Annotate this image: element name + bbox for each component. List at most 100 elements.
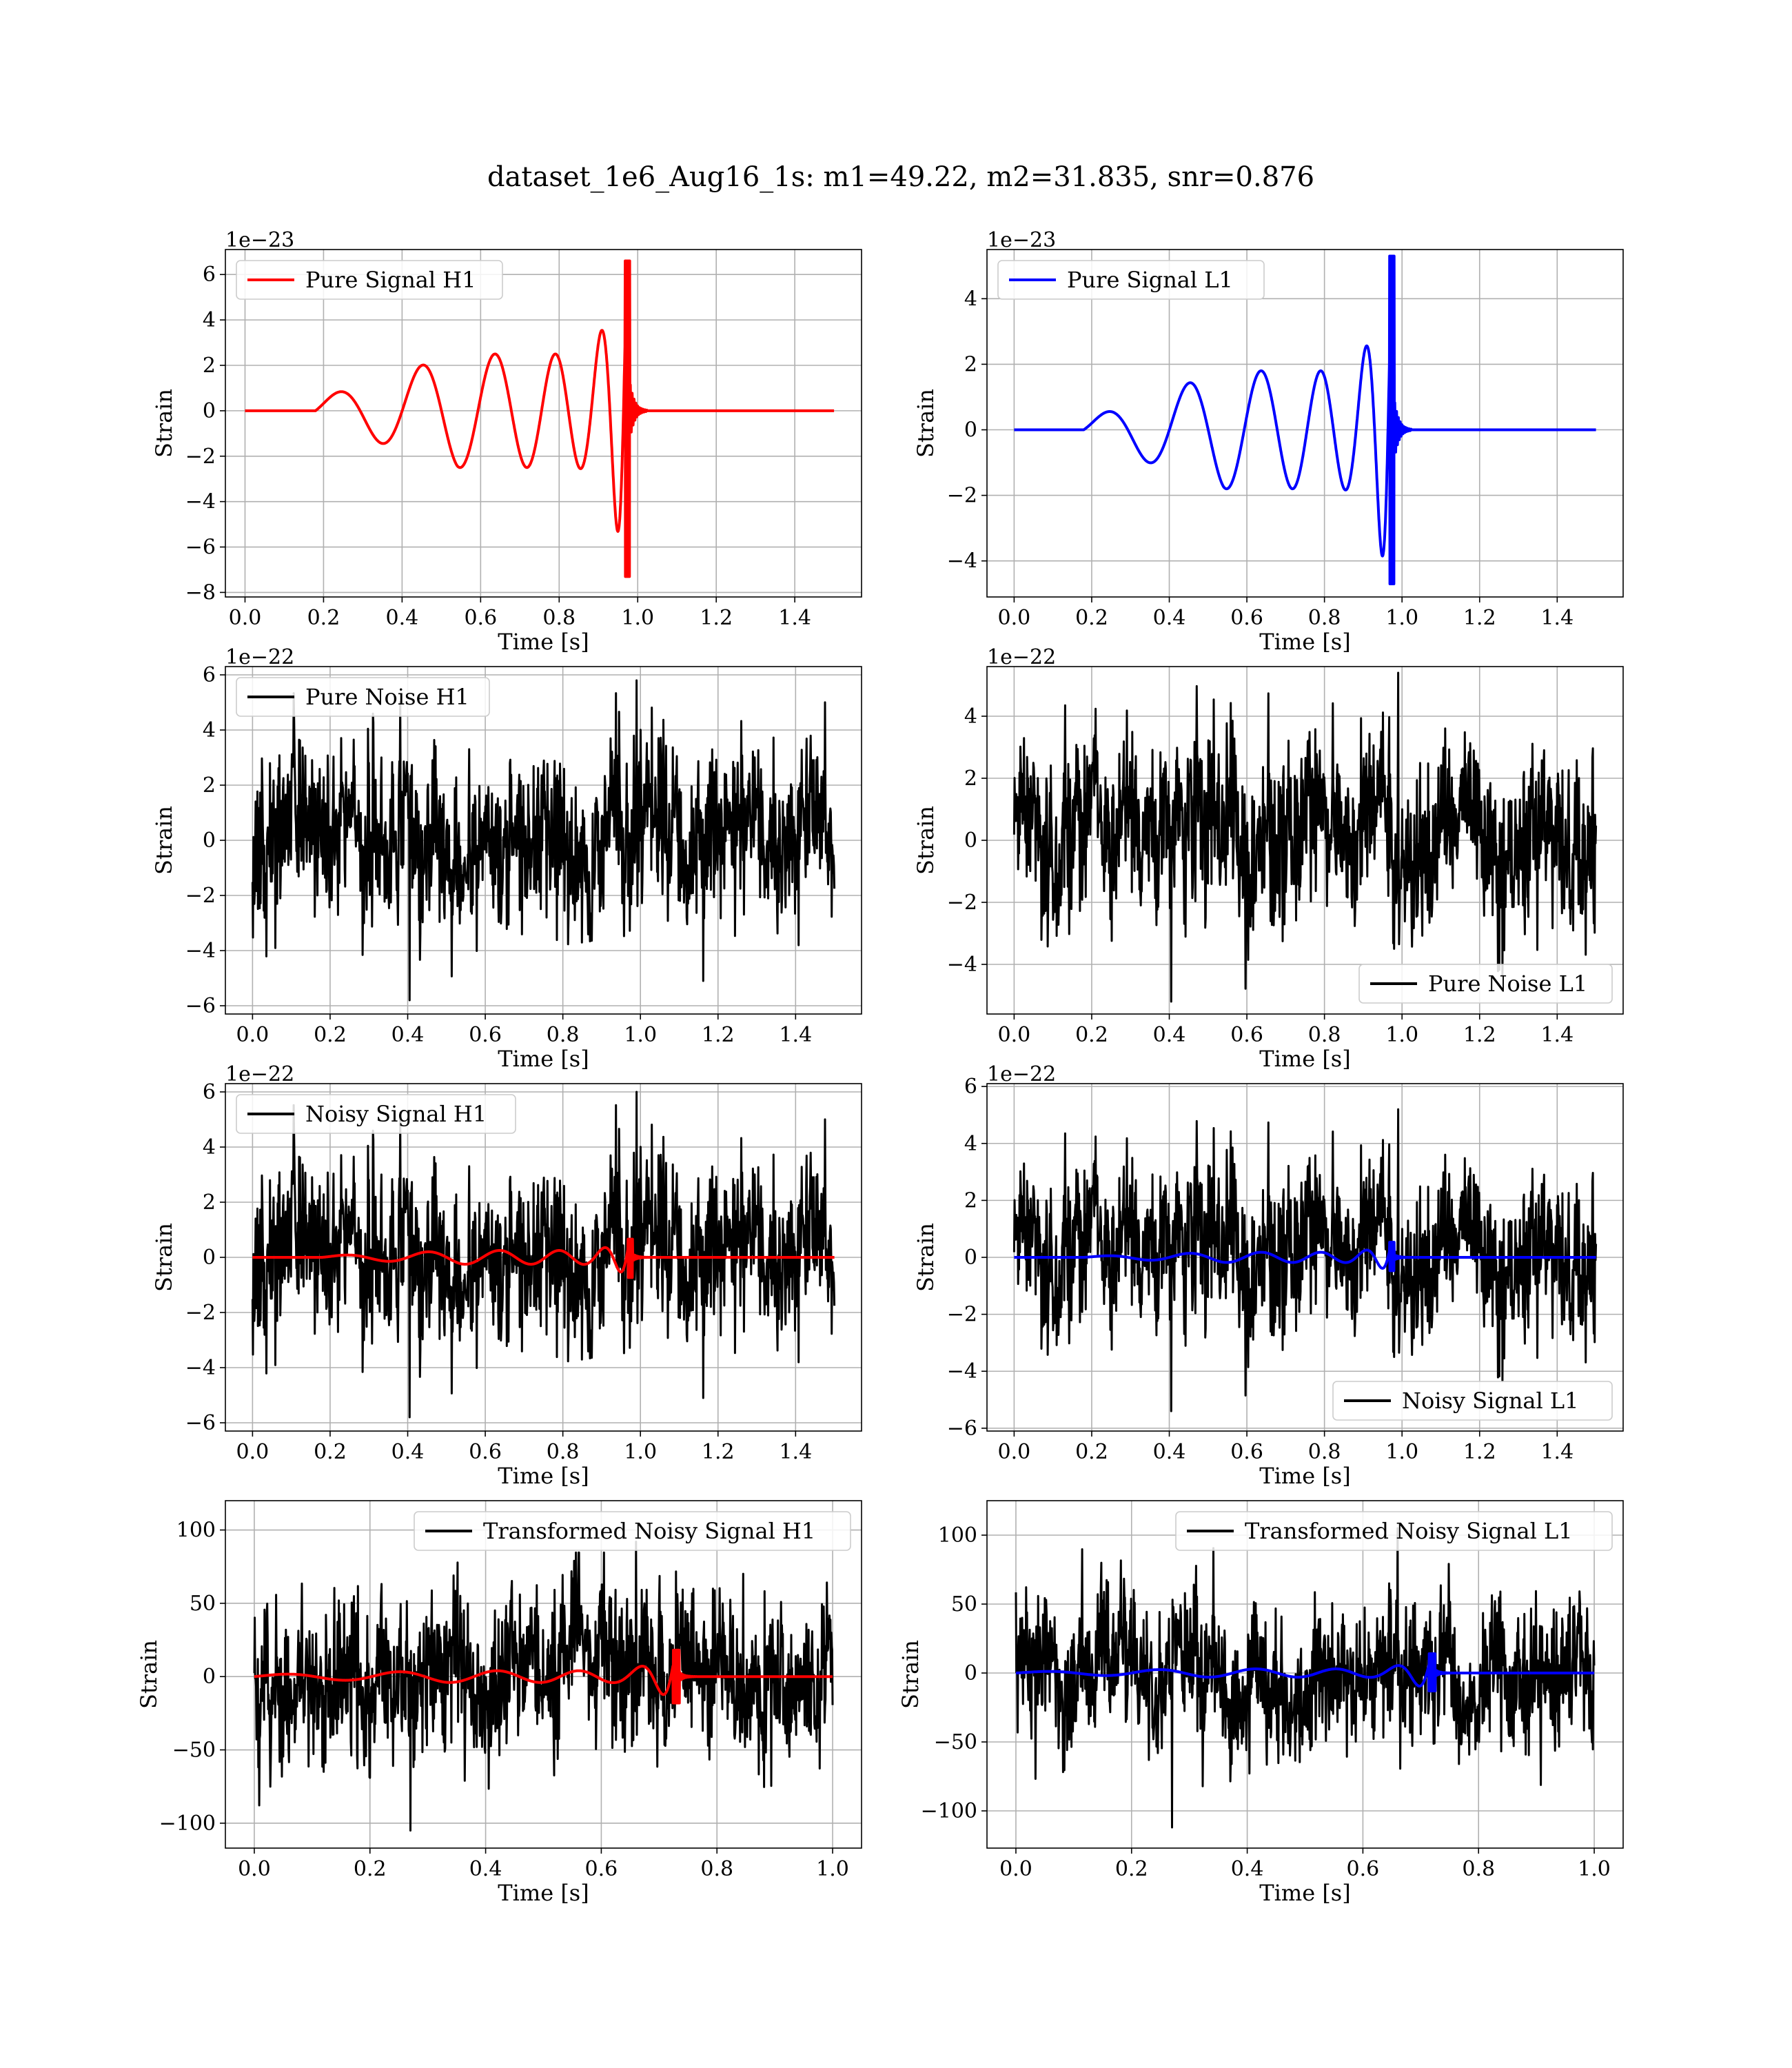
- y-tick-label: −2: [185, 445, 216, 469]
- legend-label: Transformed Noisy Signal L1: [1245, 1518, 1573, 1544]
- axes-frame: [225, 1500, 862, 1849]
- x-tick-label: 0.4: [386, 606, 419, 630]
- y-axis-label: Strain: [897, 1640, 924, 1709]
- pure-noise-h1-series-0-line: [251, 679, 836, 1002]
- legend-box: [236, 1094, 516, 1134]
- axes-frame: [986, 1500, 1624, 1849]
- transformed-noisy-signal-h1-series-0-line: [253, 1541, 834, 1832]
- x-tick-label: 0.8: [542, 606, 576, 630]
- y-tick-label: −6: [185, 536, 216, 560]
- noisy-signal-l1-series-1-line: [1012, 1241, 1598, 1273]
- y-tick-label: −2: [185, 1301, 216, 1325]
- y-axis-label: Strain: [151, 1223, 177, 1292]
- offset-text: 1e−22: [987, 1062, 1056, 1086]
- pure-noise-l1-panel: 0.0 0.2 0.4 0.6 0.8 1.0 1.2 1.4 −4 −2 0 2 4 Time [s] S…: [913, 645, 1624, 1072]
- x-tick-label: 0.0: [998, 1023, 1031, 1047]
- y-tick-label: 100: [938, 1523, 977, 1548]
- x-tick-label: 0.4: [469, 1857, 502, 1881]
- x-tick-label: 0.0: [236, 1440, 269, 1464]
- y-axis-label: Strain: [151, 389, 177, 458]
- y-tick-label: 6: [203, 1080, 216, 1104]
- x-axis-label: Time [s]: [498, 1046, 589, 1072]
- x-tick-label: 0.6: [585, 1857, 618, 1881]
- x-tick-label: 0.4: [1153, 606, 1186, 630]
- pure-signal-h1-panel: 0.0 0.2 0.4 0.6 0.8 1.0 1.2 1.4 −8 −6 −4 −2 0 2 4 6 Time…: [151, 228, 862, 655]
- y-tick-label: −2: [947, 484, 977, 508]
- legend-label: Pure Signal L1: [1067, 267, 1233, 293]
- y-tick-label: 4: [964, 287, 977, 311]
- y-tick-label: −4: [947, 953, 977, 977]
- y-tick-label: 2: [964, 1188, 977, 1213]
- x-tick-label: 0.2: [1075, 1023, 1108, 1047]
- legend-box: [236, 260, 503, 300]
- x-tick-label: 0.8: [1308, 1023, 1341, 1047]
- y-tick-label: −8: [185, 580, 216, 605]
- y-tick-label: 2: [203, 773, 216, 798]
- y-tick-label: 6: [203, 663, 216, 687]
- y-tick-label: 0: [203, 1665, 216, 1689]
- x-tick-label: 0.2: [314, 1023, 347, 1047]
- x-tick-label: 0.4: [1231, 1857, 1264, 1881]
- figure-title: dataset_1e6_Aug16_1s: m1=49.22, m2=31.83…: [487, 161, 1314, 193]
- y-tick-label: 2: [203, 354, 216, 378]
- noisy-signal-l1-series-0-line: [1012, 1108, 1598, 1412]
- x-tick-label: 0.4: [391, 1023, 425, 1047]
- x-axis-label: Time [s]: [1259, 629, 1350, 655]
- x-tick-label: 1.2: [1463, 1440, 1496, 1464]
- x-axis-label: Time [s]: [498, 629, 589, 655]
- x-tick-label: 1.0: [1385, 606, 1418, 630]
- x-tick-label: 0.4: [1153, 1023, 1186, 1047]
- noisy-signal-h1-series-1-line: [251, 1237, 836, 1279]
- legend-label: Noisy Signal L1: [1402, 1388, 1579, 1414]
- x-tick-label: 0.6: [469, 1440, 502, 1464]
- offset-text: 1e−22: [225, 645, 294, 669]
- y-tick-label: 0: [203, 1246, 216, 1270]
- offset-text: 1e−23: [987, 228, 1056, 252]
- x-axis-label: Time [s]: [1259, 1463, 1350, 1489]
- x-tick-label: 1.2: [702, 1023, 735, 1047]
- x-tick-label: 0.6: [1230, 1440, 1263, 1464]
- legend-label: Pure Signal H1: [305, 267, 476, 293]
- y-tick-label: −6: [947, 1417, 977, 1441]
- x-tick-label: 1.0: [1385, 1440, 1418, 1464]
- x-tick-label: 0.8: [1462, 1857, 1495, 1881]
- y-axis-label: Strain: [136, 1640, 162, 1709]
- y-tick-label: 4: [203, 308, 216, 332]
- legend-box: [236, 677, 490, 717]
- x-tick-label: 1.2: [1463, 1023, 1496, 1047]
- y-tick-label: −50: [934, 1730, 977, 1754]
- offset-text: 1e−22: [225, 1062, 294, 1086]
- x-tick-label: 0.8: [1308, 606, 1341, 630]
- x-tick-label: 0.2: [307, 606, 340, 630]
- x-axis-label: Time [s]: [498, 1880, 589, 1906]
- legend-box: [1358, 964, 1613, 1004]
- x-axis-label: Time [s]: [1259, 1880, 1350, 1906]
- legend-box: [997, 260, 1265, 300]
- y-tick-label: −50: [172, 1738, 216, 1763]
- legend-box: [1175, 1511, 1613, 1551]
- offset-text: 1e−23: [225, 228, 294, 252]
- axes-frame: [986, 249, 1624, 598]
- x-tick-label: 1.0: [1578, 1857, 1611, 1881]
- y-tick-label: 4: [964, 1132, 977, 1156]
- offset-text: 1e−22: [987, 645, 1056, 669]
- x-tick-label: 0.6: [469, 1023, 502, 1047]
- y-tick-label: 0: [203, 399, 216, 423]
- x-tick-label: 0.2: [1075, 1440, 1108, 1464]
- pure-noise-l1-series-0-line: [1012, 671, 1598, 1003]
- y-tick-label: 2: [964, 767, 977, 791]
- x-tick-label: 1.4: [779, 1023, 812, 1047]
- pure-signal-l1-panel: 0.0 0.2 0.4 0.6 0.8 1.0 1.2 1.4 −4 −2 0 2 4 Time [s] S…: [913, 228, 1624, 655]
- y-tick-label: 2: [964, 352, 977, 376]
- y-tick-label: 50: [951, 1592, 977, 1616]
- x-tick-label: 0.6: [1230, 1023, 1263, 1047]
- x-tick-label: 0.6: [464, 606, 497, 630]
- x-tick-label: 0.8: [547, 1023, 580, 1047]
- x-tick-label: 0.2: [1075, 606, 1108, 630]
- y-tick-label: 4: [203, 1135, 216, 1159]
- transformed-noisy-signal-h1-series-1-line: [253, 1648, 834, 1705]
- y-axis-label: Strain: [151, 806, 177, 875]
- y-tick-label: −2: [947, 1303, 977, 1327]
- y-tick-label: −100: [159, 1812, 216, 1836]
- y-axis-label: Strain: [913, 806, 939, 875]
